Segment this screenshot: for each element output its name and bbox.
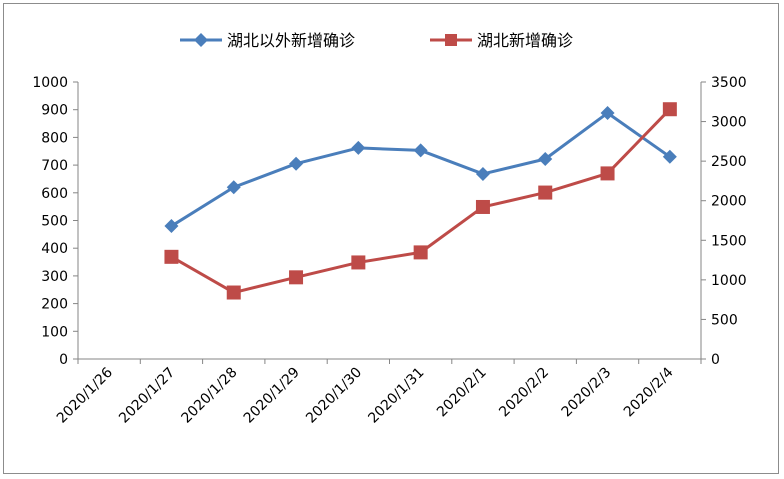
legend: 湖北以外新增确诊 湖北新增确诊 (180, 31, 573, 50)
x-tick-label: 2020/2/4 (621, 364, 677, 420)
y-left-tick-label: 600 (41, 186, 68, 202)
data-point-marker (413, 245, 428, 260)
y-left-tick-label: 200 (41, 297, 68, 313)
x-tick-label: 2020/2/2 (496, 365, 552, 421)
y-left-tick-label: 800 (41, 130, 68, 146)
series-layer (164, 102, 677, 300)
data-point-marker (164, 249, 179, 264)
data-point-marker (538, 185, 553, 200)
x-tick-label: 2020/1/28 (178, 365, 240, 427)
chart-frame (3, 3, 779, 474)
y-left-tick-label: 900 (41, 103, 68, 119)
data-point-marker (662, 149, 677, 164)
x-tick-label: 2020/2/1 (434, 365, 490, 421)
data-point-marker (164, 219, 179, 234)
series-line-0 (170, 111, 671, 228)
x-tick-label: 2020/2/3 (559, 365, 615, 421)
y-right-tick-label: 1000 (711, 273, 747, 289)
data-point-marker (226, 285, 241, 300)
x-tick-label: 2020/1/30 (303, 365, 365, 427)
data-point-marker (600, 106, 615, 121)
y-left-tick-label: 700 (41, 158, 68, 174)
data-point-marker (413, 143, 428, 158)
y-right-tick-label: 3500 (711, 75, 747, 91)
data-point-marker (351, 255, 366, 270)
data-point-marker (289, 270, 304, 285)
y-left-tick-label: 100 (41, 324, 68, 340)
y-left-tick-label: 400 (41, 241, 68, 257)
y-left-tick-label: 500 (41, 214, 68, 230)
x-tick-label: 2020/1/31 (365, 365, 427, 427)
data-point-marker (538, 152, 553, 167)
data-point-marker (662, 102, 677, 117)
legend-label-0: 湖北以外新增确诊 (227, 31, 355, 50)
y-right-tick-label: 2000 (711, 194, 747, 210)
y-right-tick-label: 500 (711, 312, 738, 328)
x-tick-label: 2020/1/27 (116, 365, 178, 427)
data-point-marker (475, 199, 490, 214)
data-point-marker (289, 156, 304, 171)
data-point-marker (351, 140, 366, 155)
y-right-tick-label: 0 (711, 352, 720, 368)
y-left-tick-label: 300 (41, 269, 68, 285)
y-left-tick-label: 1000 (32, 75, 68, 91)
legend-swatch-marker-1 (445, 34, 457, 46)
y-right-tick-label: 1500 (711, 233, 747, 249)
legend-swatch-marker-0 (194, 33, 208, 47)
data-point-marker (600, 166, 615, 181)
y-right-tick-label: 2500 (711, 154, 747, 170)
series-line-1 (170, 108, 671, 295)
data-point-marker (475, 166, 490, 181)
y-right-tick-label: 3000 (711, 115, 747, 131)
legend-label-1: 湖北新增确诊 (477, 31, 573, 50)
x-tick-label: 2020/1/26 (54, 364, 116, 426)
axes: 0 100 200 300 400 500 600 700 800 900 1000 0 500 1000… (32, 75, 746, 427)
y-left-tick-label: 0 (59, 352, 68, 368)
data-point-marker (226, 180, 241, 195)
x-tick-label: 2020/1/29 (241, 365, 303, 427)
